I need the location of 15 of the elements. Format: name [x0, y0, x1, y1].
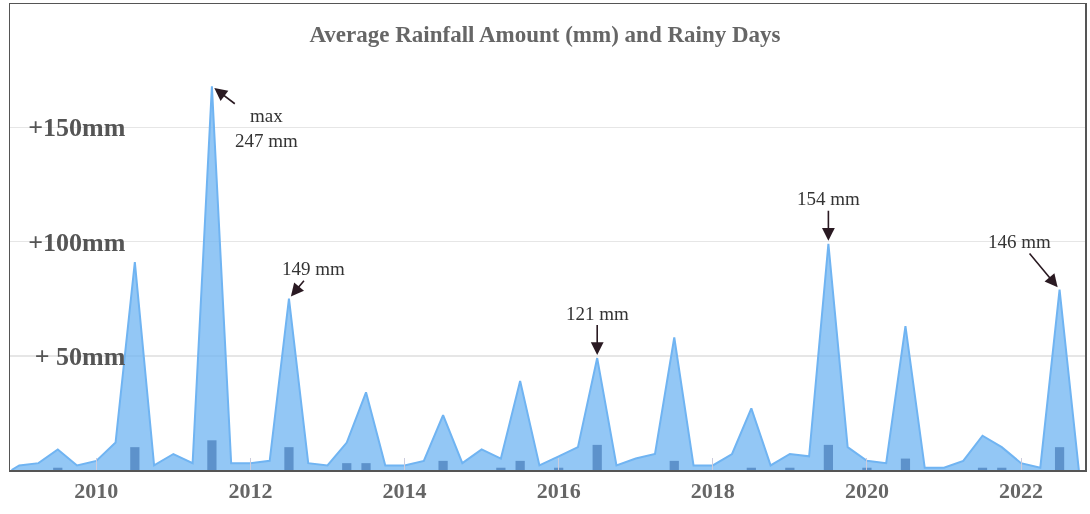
x-tick-label: 2012 — [228, 477, 273, 503]
annotation: 149 mm — [282, 258, 346, 279]
x-tick-label: 2018 — [690, 477, 735, 503]
annotation: 121 mm — [566, 303, 630, 324]
x-tick-label: 2022 — [999, 477, 1044, 503]
x-tick-label: 2016 — [536, 477, 581, 503]
annotation: 146 mm — [988, 231, 1052, 252]
x-tick-label: 2014 — [382, 477, 427, 503]
y-tick-label: +100mm — [28, 227, 126, 257]
x-tick-label: 2020 — [844, 477, 889, 503]
annotation: 154 mm — [797, 188, 861, 209]
annotation: max 247 mm — [235, 105, 299, 151]
x-tick-label: 2010 — [74, 477, 119, 503]
text: Average Rainfall Amount (mm) and Rainy Days — [309, 21, 781, 47]
y-tick-label: +150mm — [28, 113, 126, 143]
